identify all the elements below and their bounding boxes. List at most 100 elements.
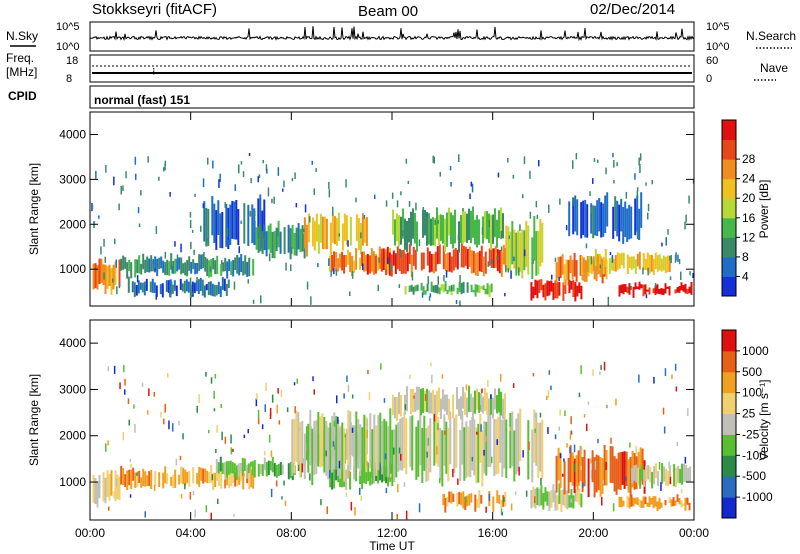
colorbar-swatch xyxy=(722,198,736,219)
scatter-cell xyxy=(468,385,470,412)
scatter-cell xyxy=(446,212,448,247)
scatter-point xyxy=(396,514,398,520)
scatter-cell xyxy=(487,415,490,467)
scatter-cell xyxy=(400,395,402,417)
scatter-cell xyxy=(513,229,516,269)
scatter-cell xyxy=(287,224,290,253)
scatter-cell xyxy=(454,247,457,268)
scatter-point xyxy=(366,429,368,439)
scatter-cell xyxy=(126,262,129,279)
scatter-point xyxy=(213,390,215,399)
scatter-point xyxy=(296,243,298,249)
scatter-cell xyxy=(165,280,168,292)
scatter-cell xyxy=(557,447,560,481)
scatter-cell xyxy=(225,203,228,247)
scatter-cell xyxy=(626,254,629,274)
scatter-cell xyxy=(638,281,641,290)
scatter-cell xyxy=(470,284,473,293)
scatter-cell xyxy=(359,424,362,476)
colorbar-swatch xyxy=(722,120,736,141)
scatter-point xyxy=(529,170,531,179)
scatter-cell xyxy=(398,215,400,247)
scatter-point xyxy=(123,364,125,373)
scatter-cell xyxy=(480,495,483,504)
scatter-point xyxy=(692,273,694,279)
scatter-cell xyxy=(432,217,434,246)
scatter-cell xyxy=(172,260,175,274)
scatter-cell xyxy=(644,258,647,270)
scatter-point xyxy=(325,450,327,457)
scatter-point xyxy=(351,394,354,399)
scatter-point xyxy=(426,213,428,217)
power-ylabel: Slant Range [km] xyxy=(27,163,41,255)
scatter-point xyxy=(130,463,132,468)
scatter-cell xyxy=(203,285,206,298)
scatter-cell xyxy=(612,206,615,239)
scatter-cell xyxy=(466,495,469,507)
scatter-cell xyxy=(552,484,555,503)
scatter-cell xyxy=(452,394,454,419)
scatter-point xyxy=(282,188,284,192)
scatter-point xyxy=(534,496,536,504)
scatter-point xyxy=(191,229,194,233)
scatter-cell xyxy=(213,203,216,243)
colorbar-tick-label: 100 xyxy=(742,386,762,400)
scatter-point xyxy=(163,418,165,425)
scatter-cell xyxy=(444,498,447,513)
scatter-cell xyxy=(172,474,175,488)
scatter-point xyxy=(178,420,180,426)
scatter-point xyxy=(347,240,349,247)
scatter-cell xyxy=(472,289,475,293)
scatter-point xyxy=(389,262,392,272)
scatter-cell xyxy=(478,219,480,245)
scatter-point xyxy=(265,164,268,172)
scatter-point xyxy=(269,407,272,416)
scatter-cell xyxy=(289,228,292,260)
scatter-cell xyxy=(249,461,252,471)
scatter-point xyxy=(439,171,441,177)
scatter-cell xyxy=(273,231,276,259)
scatter-cell xyxy=(146,256,149,272)
scatter-point xyxy=(198,394,200,404)
scatter-cell xyxy=(230,261,233,276)
scatter-cell xyxy=(686,497,689,505)
scatter-cell xyxy=(466,282,469,293)
scatter-point xyxy=(481,388,483,394)
scatter-cell xyxy=(245,464,248,479)
scatter-point xyxy=(336,395,338,404)
scatter-cell xyxy=(554,490,557,511)
scatter-cell xyxy=(238,468,241,485)
scatter-cell xyxy=(640,284,643,289)
scatter-point xyxy=(599,264,602,269)
scatter-cell xyxy=(174,469,177,488)
scatter-cell xyxy=(313,221,316,251)
scatter-cell xyxy=(542,493,545,510)
scatter-cell xyxy=(461,411,464,465)
scatter-cell xyxy=(239,463,242,472)
scatter-cell xyxy=(178,474,181,485)
scatter-cell xyxy=(648,496,651,507)
scatter-cell xyxy=(632,286,635,298)
scatter-point xyxy=(688,195,690,204)
scatter-point xyxy=(129,494,132,498)
scatter-cell xyxy=(673,464,676,487)
scatter-cell xyxy=(209,281,212,296)
scatter-cell xyxy=(416,386,418,411)
scatter-cell xyxy=(192,259,195,270)
scatter-point xyxy=(396,200,399,208)
scatter-cell xyxy=(446,496,449,507)
scatter-cell xyxy=(472,397,474,420)
velocity-colorbar-label: Velocity [m s⁻¹] xyxy=(757,379,771,460)
scatter-cell xyxy=(333,251,336,268)
scatter-cell xyxy=(555,455,558,493)
scatter-cell xyxy=(496,395,498,414)
scatter-cell xyxy=(132,467,135,481)
scatter-point xyxy=(458,237,461,243)
scatter-cell xyxy=(430,392,432,414)
scatter-cell xyxy=(574,195,577,232)
scatter-point xyxy=(570,498,573,503)
scatter-point xyxy=(295,203,298,208)
scatter-point xyxy=(488,493,491,501)
scatter-cell xyxy=(480,245,483,272)
y-tick-label: 3000 xyxy=(59,382,86,396)
